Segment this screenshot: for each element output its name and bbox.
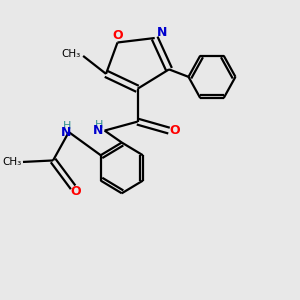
Text: N: N: [61, 126, 72, 139]
Text: O: O: [112, 28, 123, 41]
Text: CH₃: CH₃: [61, 50, 80, 59]
Text: N: N: [157, 26, 167, 38]
Text: N: N: [93, 124, 103, 137]
Text: H: H: [63, 121, 72, 130]
Text: CH₃: CH₃: [2, 157, 22, 167]
Text: H: H: [95, 120, 103, 130]
Text: O: O: [169, 124, 180, 137]
Text: O: O: [71, 185, 81, 198]
